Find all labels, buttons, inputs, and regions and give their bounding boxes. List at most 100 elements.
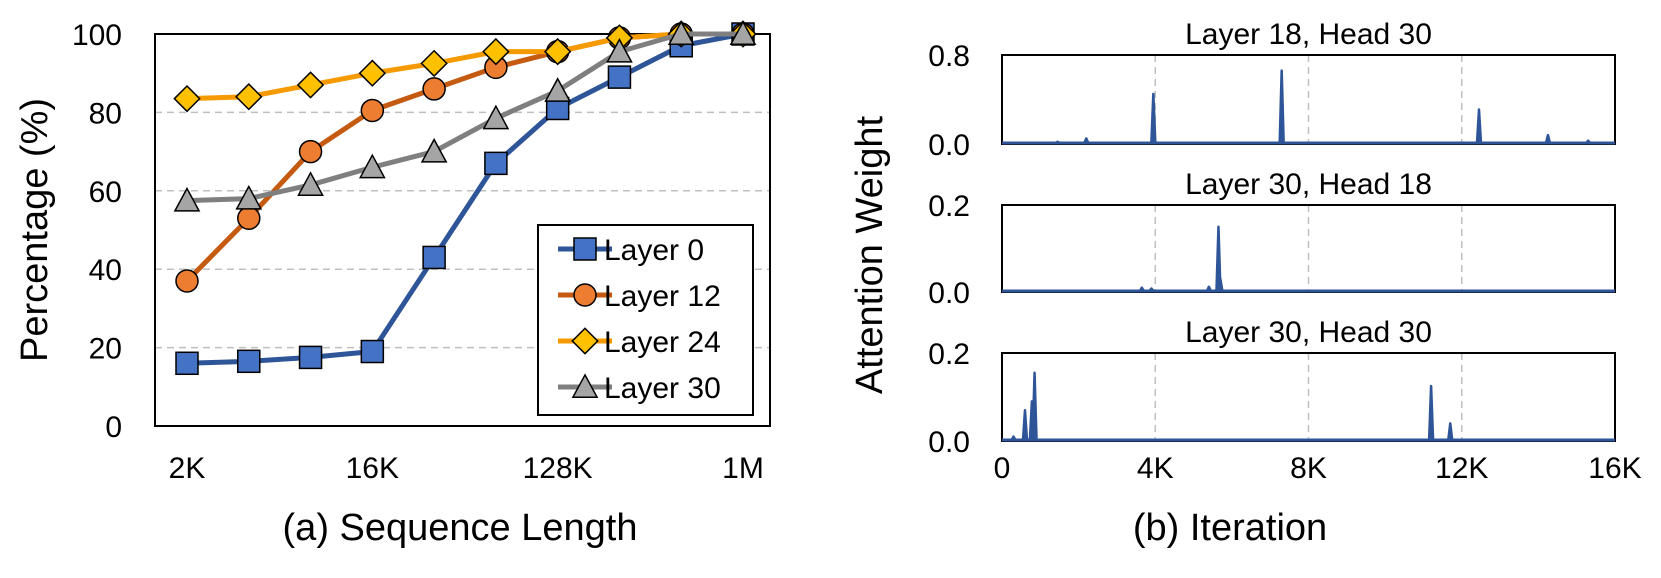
attention-spike [1021,408,1029,441]
y-tick-label: 0.2 [928,190,970,223]
legend-label: Layer 30 [604,372,721,405]
attention-spike [1447,422,1454,441]
y-tick-label: 0.2 [928,338,970,371]
attention-spike [1215,225,1222,292]
caption-b: (b) Iteration [1133,507,1327,549]
y-tick-label: 0.0 [928,277,970,310]
x-tick-labels: 0 4K 8K 12K 16K [994,452,1642,485]
y-tick-label: 0.8 [928,40,970,73]
y-tick-labels: 0 20 40 60 80 100 [72,19,122,444]
series-lines [173,20,757,376]
attention-spike [1150,92,1157,144]
y-tick-label: 0.0 [928,129,970,162]
legend-marker [573,237,597,261]
attention-spike [1148,287,1155,292]
y-tick-label: 0.0 [928,426,970,459]
x-tick-labels: 2K 16K 128K 1M [169,452,764,485]
x-tick-label: 1M [722,452,764,485]
data-point [420,49,448,78]
plot-area-frame [154,33,771,427]
data-point [235,83,263,111]
series-layer-30 [173,20,757,212]
data-point [484,151,508,176]
panel-title: Layer 30, Head 30 [1185,316,1432,349]
data-point [667,20,695,46]
legend-label: Layer 24 [604,326,721,359]
x-tick-label: 4K [1137,452,1174,485]
series-line [186,31,743,204]
x-tick-label: 16K [1588,452,1641,485]
x-tick-label: 12K [1435,452,1488,485]
legend-marker [571,373,599,399]
series-layer-0 [175,22,755,376]
y-tick-label: 100 [72,19,122,52]
attention-spike [1217,277,1224,292]
attention-spike [1585,139,1592,144]
attention-spike [1544,133,1552,144]
panel-3: Layer 30, Head 30 0.0 0.2 [928,316,1616,459]
data-point [235,184,263,210]
data-point [482,104,510,130]
data-point [298,139,323,164]
data-point [544,77,572,102]
y-tick-label: 40 [89,254,122,287]
y-tick-label: 0 [105,411,122,444]
series-line [186,31,743,102]
x-tick-label: 8K [1290,452,1327,485]
attention-panels: Layer 18, Head 30 0.0 0.8 Layer 30, Head 18… [928,18,1616,459]
x-tick-label: 2K [169,452,206,485]
y-tick-label: 20 [89,333,122,366]
y-tick-label: 80 [89,97,122,130]
data-point [606,37,633,63]
y-axis-title: Percentage (%) [14,98,56,362]
data-point [297,171,324,196]
y-axis-title: Attention Weight [849,115,891,394]
attention-spike [1010,435,1017,441]
data-point [358,153,386,179]
legend-marker [573,283,597,307]
attention-spike [1205,285,1213,292]
data-point [607,65,632,89]
data-point [360,339,385,364]
panel-2: Layer 30, Head 18 0.0 0.2 [928,168,1616,310]
legend-label: Layer 12 [604,280,721,313]
data-point [173,186,201,212]
panel-1: Layer 18, Head 30 0.0 0.8 [928,18,1616,162]
caption-a: (a) Sequence Length [283,507,638,549]
series-line [186,31,744,366]
data-point [173,84,201,113]
data-point [358,59,387,87]
attention-spike [1278,69,1285,144]
data-point [360,98,385,123]
panel-title: Layer 30, Head 18 [1185,168,1432,201]
data-point [422,245,446,270]
data-point [237,349,261,374]
data-point [422,77,446,101]
legend: Layer 0 Layer 12 Layer 24 Layer 30 [537,224,754,416]
attention-spike [1054,140,1061,145]
attention-spike [1031,371,1038,441]
x-tick-label: 16K [346,452,399,485]
iteration-chart: Layer 18, Head 30 0.0 0.8 Layer 30, Head 18… [849,18,1642,549]
data-point [298,345,323,370]
data-point [482,37,510,66]
data-point [237,206,261,230]
data-point [729,20,757,46]
data-point [420,137,448,163]
panel-title: Layer 18, Head 30 [1185,18,1432,51]
data-point [296,71,325,99]
attention-spike [1475,108,1483,144]
attention-spike [1138,286,1145,292]
legend-marker [571,327,599,355]
x-tick-label: 0 [994,452,1011,485]
legend-label: Layer 0 [604,234,704,267]
attention-spike [1427,384,1435,441]
x-tick-label: 128K [523,452,593,485]
data-point [175,351,199,376]
data-point [543,37,572,66]
y-tick-label: 60 [89,176,122,209]
data-point [175,269,199,293]
attention-spike [1083,137,1090,144]
